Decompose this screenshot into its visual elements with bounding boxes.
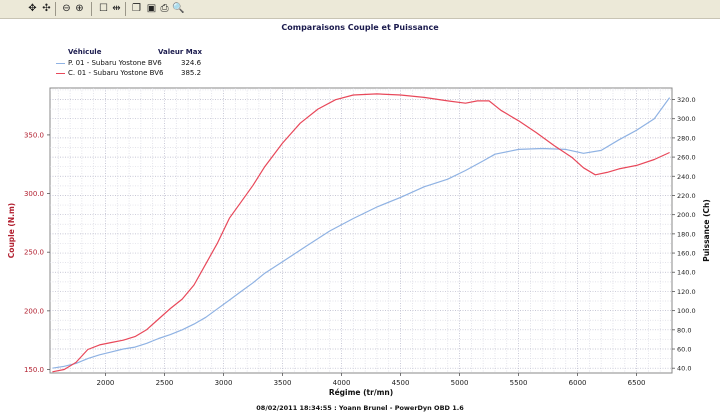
- x-tick-label: 2500: [156, 379, 174, 387]
- y-right-tick-label: 100.0: [677, 307, 696, 315]
- y-right-axis-label: Puissance (Ch): [702, 199, 711, 262]
- y-left-tick-label: 200.0: [24, 307, 44, 315]
- toolbar-separator: [91, 2, 92, 16]
- chart-legend: Véhicule Valeur Max P. 01 - Subaru Yosto…: [56, 48, 206, 80]
- y-right-tick-label: 160.0: [677, 250, 696, 258]
- legend-label: C. 01 - Subaru Yostone BV6: [68, 69, 164, 77]
- x-axis-label: Régime (tr/mn): [329, 388, 393, 397]
- legend-swatch: [56, 73, 65, 74]
- copy-icon[interactable]: ❐: [132, 3, 141, 14]
- chart-footer: 08/02/2011 18:34:55 : Yoann Brunel - Pow…: [256, 404, 464, 412]
- y-right-tick-label: 200.0: [677, 211, 696, 219]
- chart-title: Comparaisons Couple et Puissance: [281, 23, 439, 32]
- chart-panel: Comparaisons Couple et Puissance Véhicul…: [0, 19, 720, 416]
- legend-label: P. 01 - Subaru Yostone BV6: [68, 59, 162, 67]
- legend-max-value: 324.6: [181, 59, 202, 67]
- y-right-tick-label: 120.0: [677, 288, 696, 296]
- toolbar-separator: [55, 2, 56, 16]
- y-right-tick-label: 80.0: [677, 326, 691, 334]
- x-tick-label: 6000: [569, 379, 587, 387]
- y-right-tick-label: 240.0: [677, 173, 696, 181]
- legend-entry: C. 01 - Subaru Yostone BV6 385.2: [56, 69, 216, 78]
- plot-frame: [49, 87, 673, 374]
- zoom-in-icon[interactable]: ⊕: [75, 3, 84, 14]
- y-right-tick-label: 220.0: [677, 192, 696, 200]
- select-rect-icon[interactable]: ☐: [99, 3, 108, 14]
- y-right-tick-label: 60.0: [677, 346, 691, 354]
- y-right-tick-label: 280.0: [677, 134, 696, 142]
- print-icon[interactable]: ⎙: [160, 3, 169, 14]
- x-tick-label: 4500: [392, 379, 410, 387]
- y-right-tick-label: 320.0: [677, 96, 696, 104]
- y-left-tick-label: 250.0: [24, 249, 44, 257]
- print-preview-icon[interactable]: 🔍: [172, 3, 185, 14]
- x-tick-label: 5000: [451, 379, 469, 387]
- y-left-tick-label: 150.0: [24, 366, 44, 374]
- legend-entry: P. 01 - Subaru Yostone BV6 324.6: [56, 59, 216, 68]
- cursor-marker-icon[interactable]: ⇹: [112, 3, 121, 14]
- y-right-tick-label: 260.0: [677, 154, 696, 162]
- zoom-out-icon[interactable]: ⊖: [62, 3, 71, 14]
- series-line-couple: [52, 93, 670, 373]
- save-icon[interactable]: ▣: [146, 3, 157, 14]
- series-line-puissance: [52, 97, 671, 369]
- legend-header-max: Valeur Max: [158, 48, 202, 56]
- legend-max-value: 385.2: [181, 69, 202, 77]
- x-tick-label: 3500: [274, 379, 292, 387]
- y-left-axis-label: Couple (N.m): [7, 203, 16, 258]
- legend-swatch: [56, 63, 65, 64]
- y-left-tick-label: 300.0: [24, 190, 44, 198]
- legend-header-vehicle: Véhicule: [68, 48, 102, 56]
- y-right-tick-label: 140.0: [677, 269, 696, 277]
- y-right-tick-label: 40.0: [677, 365, 691, 373]
- y-right-tick-label: 300.0: [677, 115, 696, 123]
- pan-icon[interactable]: ✣: [42, 3, 51, 14]
- x-tick-label: 3000: [215, 379, 233, 387]
- x-tick-label: 2000: [97, 379, 115, 387]
- y-left-tick-label: 350.0: [24, 131, 44, 139]
- move-icon[interactable]: ✥: [28, 3, 37, 14]
- x-tick-label: 4000: [333, 379, 351, 387]
- chart-plot[interactable]: 2000 2500 3000 3500 4000 4500 5000 5500 6000 6500…: [0, 19, 720, 416]
- toolbar-separator: [125, 2, 126, 16]
- x-tick-label: 5500: [510, 379, 528, 387]
- y-right-tick-label: 180.0: [677, 230, 696, 238]
- x-tick-label: 6500: [628, 379, 646, 387]
- chart-toolbar: ✥ ✣ ⊖ ⊕ ☐ ⇹ ❐ ▣ ⎙ 🔍: [0, 0, 720, 19]
